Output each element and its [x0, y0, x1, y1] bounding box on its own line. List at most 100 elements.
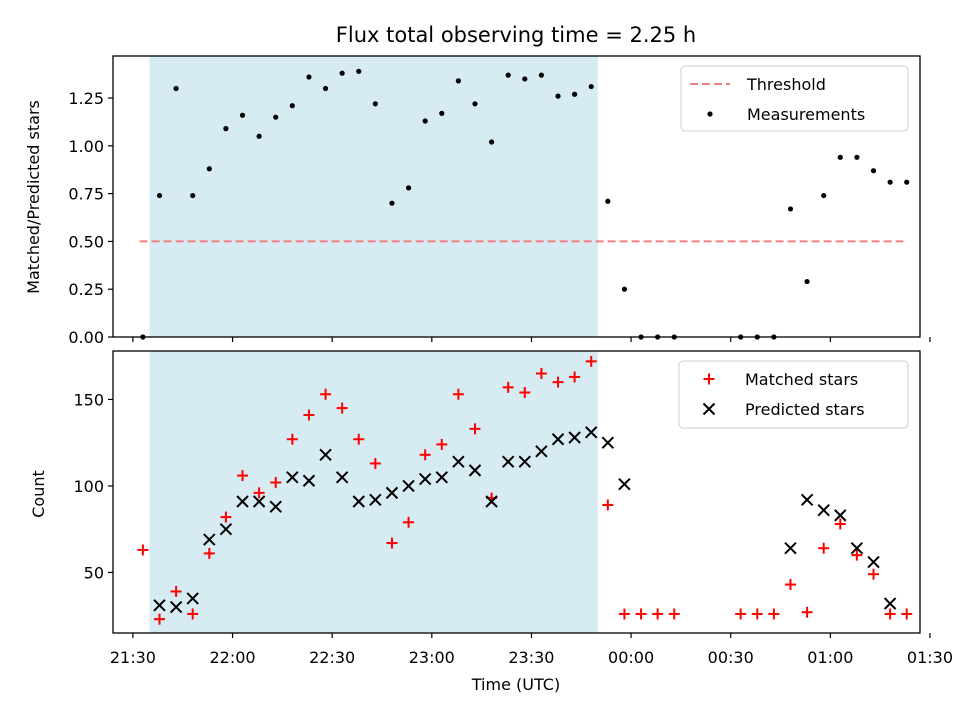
measurement-point — [405, 185, 412, 191]
matched-points — [137, 355, 913, 625]
x-tick-label: 21:30 — [110, 648, 156, 667]
legend-plus-marker — [703, 373, 715, 385]
measurement-point — [190, 192, 196, 199]
measurement-point — [854, 154, 860, 160]
measurement-point — [273, 114, 279, 120]
predicted-point — [385, 486, 399, 500]
cross-stroke-b — [252, 495, 266, 508]
measurement-point — [904, 179, 910, 185]
bottom-legend: Matched stars Predicted stars — [678, 360, 909, 429]
top-y-tick-label: 0.75 — [68, 185, 104, 204]
predicted-point — [219, 522, 233, 536]
cross-stroke-b — [203, 533, 216, 546]
bottom-shaded-interval — [149, 351, 598, 633]
matched-point — [801, 606, 813, 618]
matched-point — [170, 585, 182, 597]
measurement-point — [870, 168, 877, 174]
bottom-y-axis: 50 100 150 — [73, 390, 113, 582]
x-tick-label: 00:30 — [708, 648, 754, 667]
predicted-point — [269, 500, 282, 513]
predicted-point — [551, 433, 565, 446]
cross-stroke-b — [418, 472, 432, 486]
predicted-point — [203, 533, 216, 546]
matched-point — [602, 499, 614, 511]
measurement-point — [887, 179, 893, 185]
predicted-point — [369, 493, 382, 506]
matched-point — [137, 544, 149, 556]
x-tick-label: 23:30 — [508, 648, 554, 667]
matched-point — [851, 549, 863, 561]
measurement-point — [156, 192, 163, 199]
cross-stroke-b — [352, 495, 365, 508]
cross-stroke-b — [269, 500, 282, 513]
cross-stroke-b — [551, 433, 565, 446]
matched-point — [784, 579, 796, 591]
cross-stroke-b — [601, 436, 615, 449]
legend-threshold-label: Threshold — [746, 75, 826, 94]
predicted-point — [153, 599, 166, 612]
predicted-point — [169, 600, 183, 614]
measurement-point — [472, 101, 478, 107]
bottom-plot-frame — [112, 350, 921, 634]
measurement-point — [555, 93, 561, 99]
predicted-point — [302, 474, 316, 487]
matched-point — [286, 433, 298, 445]
measurement-point — [605, 198, 611, 204]
measurement-points — [140, 68, 910, 340]
matched-point — [502, 381, 514, 393]
matched-point — [320, 388, 332, 400]
matched-point — [535, 367, 547, 379]
legend-measurement-swatch — [707, 111, 713, 117]
ratio-panel: 0.00 0.25 0.50 0.75 1.00 1.25 Matched/Predict… — [24, 55, 931, 347]
measurement-point — [572, 91, 578, 97]
predicted-point — [518, 455, 532, 468]
measurement-point — [821, 192, 827, 199]
top-x-axis — [132, 337, 931, 342]
cross-stroke-b — [402, 479, 415, 493]
bottom-y-axis-label: Count — [29, 470, 48, 518]
predicted-point — [485, 495, 498, 508]
matched-point — [419, 449, 431, 461]
matched-point — [618, 608, 630, 620]
cross-stroke-b — [702, 402, 716, 416]
predicted-point — [286, 471, 299, 484]
cross-stroke-b — [834, 509, 847, 522]
predicted-point — [501, 455, 515, 468]
matched-point — [884, 608, 896, 620]
cross-stroke-b — [319, 448, 332, 462]
cross-stroke-b — [452, 455, 465, 468]
predicted-point — [352, 495, 365, 508]
top-plot-frame — [112, 55, 921, 338]
cross-stroke-b — [169, 600, 183, 614]
measurement-point — [173, 85, 179, 92]
measurement-point — [439, 110, 445, 116]
matched-point — [452, 388, 464, 400]
top-legend: Threshold Measurements — [680, 65, 909, 132]
cross-stroke-b — [468, 464, 482, 477]
matched-point — [203, 547, 215, 559]
predicted-point — [535, 445, 548, 458]
cross-stroke-b — [850, 542, 864, 555]
measurement-point — [239, 112, 246, 118]
predicted-point — [850, 542, 864, 555]
measurement-point — [505, 72, 511, 78]
bottom-y-tick-label: 150 — [73, 390, 104, 409]
x-tick-label: 22:30 — [309, 648, 355, 667]
measurement-point — [223, 126, 229, 132]
legend-matched-label: Matched stars — [745, 370, 858, 389]
top-y-tick-label: 0.25 — [68, 280, 104, 299]
cross-stroke-b — [800, 493, 814, 506]
cross-stroke-b — [236, 495, 249, 508]
matched-point — [652, 608, 664, 620]
matched-point — [386, 537, 398, 549]
cross-stroke-b — [335, 471, 349, 484]
matched-point — [818, 542, 830, 554]
measurement-point — [356, 68, 362, 74]
matched-point — [768, 608, 780, 620]
measurement-point — [422, 118, 428, 124]
x-tick-label: 23:00 — [409, 648, 455, 667]
cross-stroke-b — [784, 542, 797, 555]
matched-point — [369, 457, 381, 469]
predicted-point — [435, 471, 448, 484]
matched-point — [353, 433, 365, 445]
